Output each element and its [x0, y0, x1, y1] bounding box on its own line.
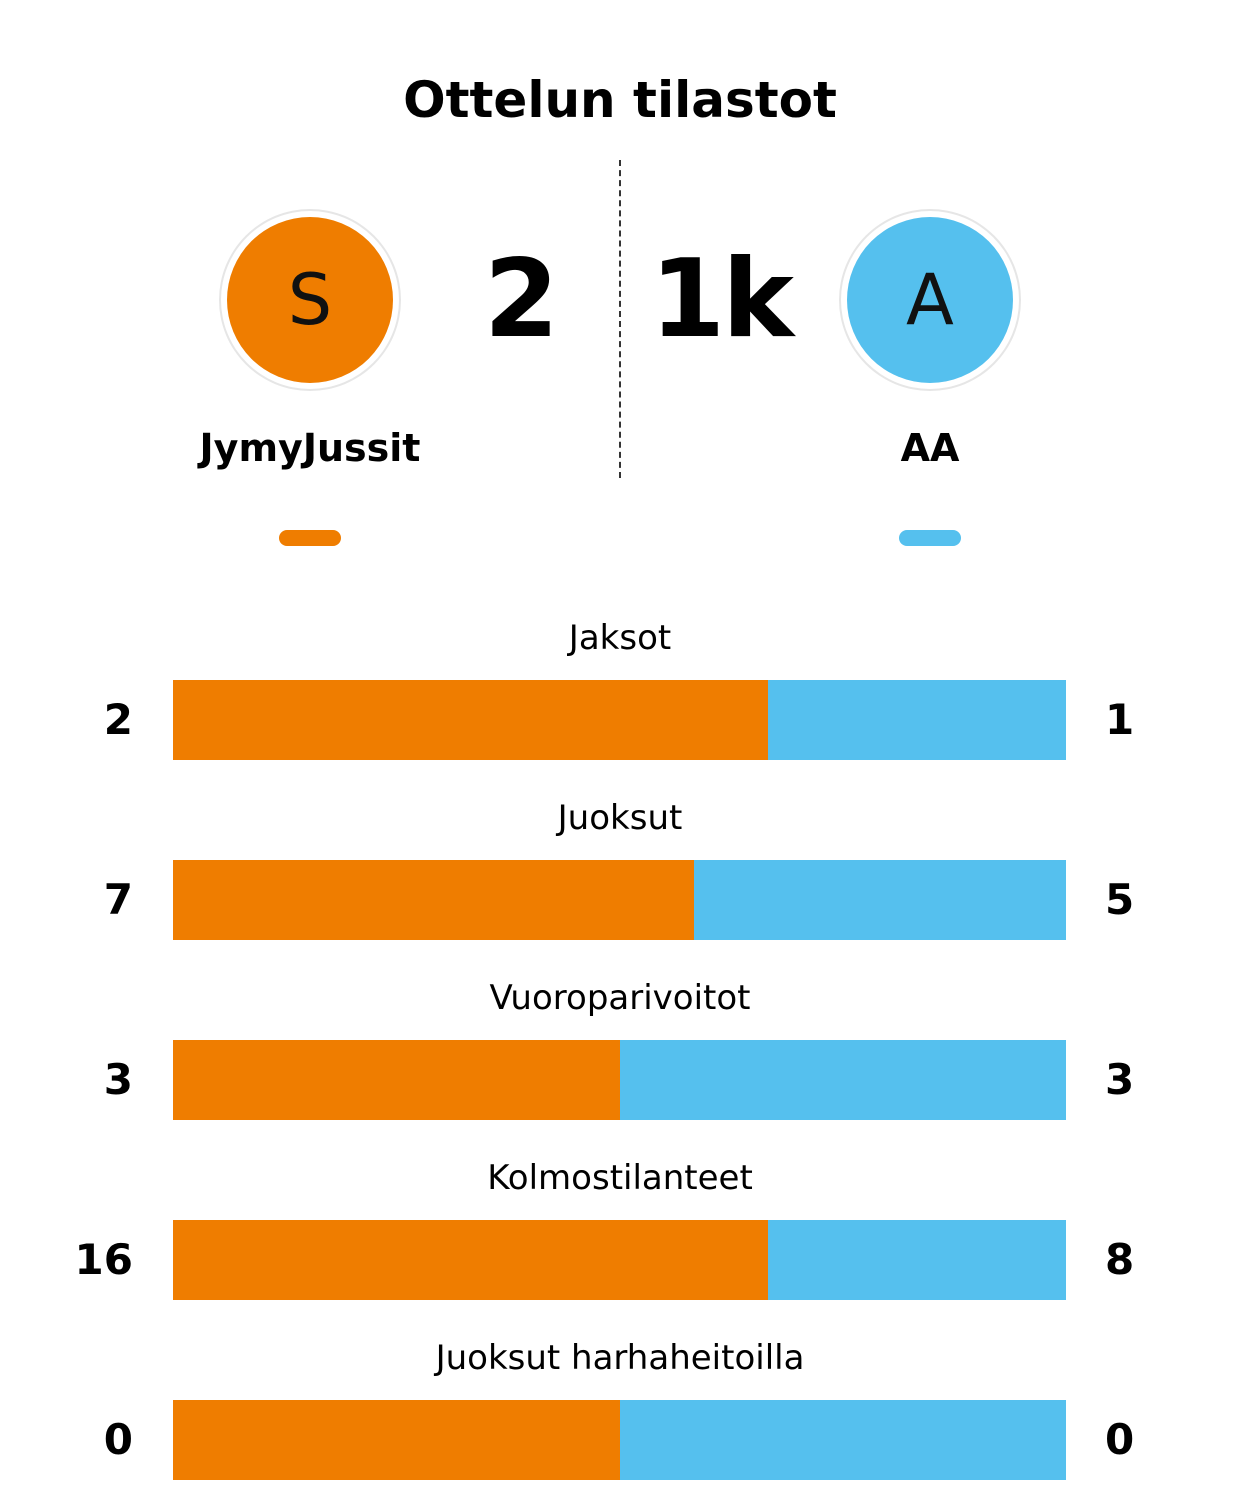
- home-team-avatar-letter: S: [287, 259, 333, 341]
- away-stat-value: 1: [1105, 695, 1135, 744]
- away-team-score: 1k: [650, 237, 794, 362]
- away-stat-bar-segment: [768, 1220, 1066, 1300]
- score-divider: [619, 160, 621, 478]
- home-team-color-indicator: [279, 530, 341, 546]
- home-stat-bar-segment: [173, 1040, 620, 1120]
- stat-label: Jaksot: [568, 618, 672, 658]
- away-stat-bar-segment: [768, 680, 1066, 760]
- away-stat-bar-segment: [619, 1040, 1066, 1120]
- home-stat-bar-segment: [173, 860, 694, 940]
- home-team-score: 2: [483, 237, 559, 362]
- home-stat-value: 16: [74, 1235, 133, 1284]
- page-title: Ottelun tilastot: [403, 71, 837, 129]
- stat-comparison-bar: [173, 1220, 1066, 1300]
- home-stat-bar-segment: [173, 1220, 769, 1300]
- away-stat-value: 3: [1105, 1055, 1135, 1104]
- away-stat-bar-segment: [693, 860, 1066, 940]
- away-team-avatar-letter: A: [906, 259, 954, 341]
- away-stat-bar-segment: [619, 1400, 1066, 1480]
- away-team-name: AA: [900, 426, 960, 470]
- away-stat-value: 0: [1105, 1415, 1135, 1464]
- stat-label: Juoksut harhaheitoilla: [435, 1338, 805, 1378]
- home-stat-value: 7: [103, 875, 133, 924]
- stat-label: Kolmostilanteet: [487, 1158, 753, 1198]
- stat-comparison-bar: [173, 1400, 1066, 1480]
- away-team-avatar: A: [847, 217, 1013, 383]
- stat-comparison-bar: [173, 1040, 1066, 1120]
- home-team-name: JymyJussit: [199, 426, 421, 470]
- home-stat-bar-segment: [173, 680, 769, 760]
- away-team-color-indicator: [899, 530, 961, 546]
- home-stat-value: 2: [103, 695, 133, 744]
- stat-label: Juoksut: [557, 798, 683, 838]
- home-stat-value: 0: [103, 1415, 133, 1464]
- stat-comparison-bar: [173, 680, 1066, 760]
- home-stat-value: 3: [103, 1055, 133, 1104]
- home-stat-bar-segment: [173, 1400, 620, 1480]
- stat-comparison-bar: [173, 860, 1066, 940]
- away-stat-value: 5: [1105, 875, 1135, 924]
- stat-label: Vuoroparivoitot: [489, 978, 751, 1018]
- away-stat-value: 8: [1105, 1235, 1135, 1284]
- home-team-avatar: S: [227, 217, 393, 383]
